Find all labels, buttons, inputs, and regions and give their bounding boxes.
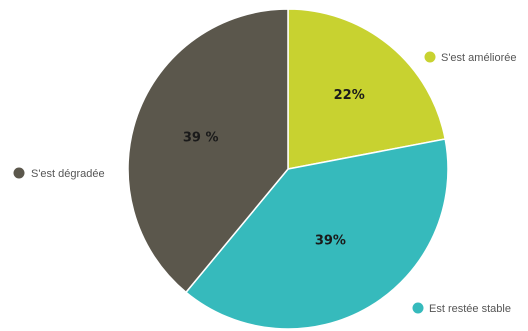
pie-slices xyxy=(127,8,449,330)
legend-label-degradee: S'est dégradée xyxy=(31,168,105,180)
legend-marker-stable xyxy=(412,302,424,314)
data-label-amelioree: 22% xyxy=(334,88,365,103)
pie-legend: S'est améliorée Est restée stable S'est dé… xyxy=(13,51,516,315)
pie-data-labels: 22% 39% 39 % xyxy=(183,88,365,249)
legend-label-stable: Est restée stable xyxy=(429,303,511,315)
data-label-stable: 39% xyxy=(315,234,346,249)
legend-marker-amelioree xyxy=(424,51,436,63)
pie-slice-degradee xyxy=(127,8,289,294)
pie-slice-stable xyxy=(184,138,449,330)
legend-marker-degradee xyxy=(13,167,25,179)
legend-label-amelioree: S'est améliorée xyxy=(441,52,516,64)
data-label-degradee: 39 % xyxy=(183,131,219,146)
pie-slice-amelioree xyxy=(287,8,447,170)
